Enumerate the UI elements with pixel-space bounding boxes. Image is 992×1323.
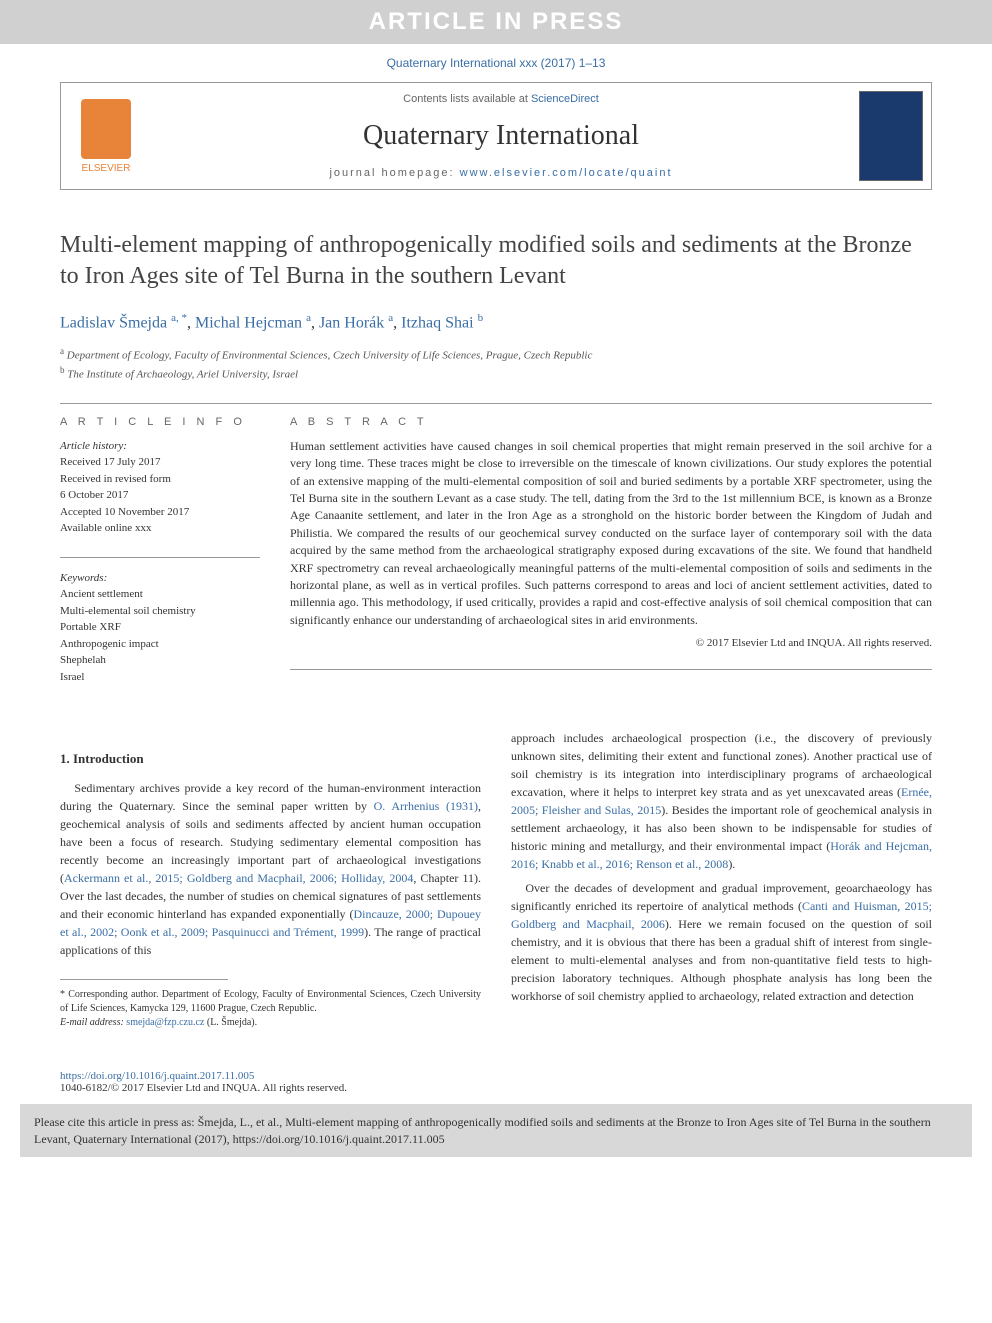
email-link[interactable]: smejda@fzp.czu.cz [126,1017,204,1028]
corresponding-author-footnote: * Corresponding author. Department of Ec… [60,988,481,1016]
email-label: E-mail address: [60,1017,126,1028]
footnote-separator [60,979,228,980]
cover-image [859,91,923,181]
abstract-copyright: © 2017 Elsevier Ltd and INQUA. All right… [290,637,932,649]
author-link[interactable]: Michal Hejcman [195,315,302,332]
issn-copyright-line: 1040-6182/© 2017 Elsevier Ltd and INQUA.… [60,1082,932,1094]
history-line: Received in revised form [60,471,260,488]
keyword: Anthropogenic impact [60,636,260,653]
homepage-line: journal homepage: www.elsevier.com/locat… [161,167,841,179]
body-paragraph: approach includes archaeological prospec… [511,729,932,873]
elsevier-label: ELSEVIER [82,163,131,174]
keywords-block: Keywords: Ancient settlement Multi-eleme… [60,570,260,686]
author-sup: a [306,312,311,324]
citation-link[interactable]: Ackermann et al., 2015; Goldberg and Mac… [64,871,413,885]
keywords-label: Keywords: [60,570,260,587]
keyword: Multi-elemental soil chemistry [60,603,260,620]
homepage-prefix: journal homepage: [329,167,459,179]
divider [290,669,932,670]
history-line: Accepted 10 November 2017 [60,504,260,521]
journal-name: Quaternary International [161,120,841,152]
article-history-block: Article history: Received 17 July 2017 R… [60,438,260,537]
author-link[interactable]: Jan Horák [319,315,384,332]
history-line: Received 17 July 2017 [60,454,260,471]
author-sup: a [388,312,393,324]
affiliations: a Department of Ecology, Faculty of Envi… [60,345,932,383]
history-line: Available online xxx [60,520,260,537]
elsevier-logo: ELSEVIER [61,83,151,189]
divider [60,403,932,404]
email-footnote: E-mail address: smejda@fzp.czu.cz (L. Šm… [60,1016,481,1030]
divider [60,557,260,558]
abstract-heading: A B S T R A C T [290,416,932,428]
sciencedirect-link[interactable]: ScienceDirect [531,93,599,105]
body-column-right: approach includes archaeological prospec… [511,729,932,1030]
doi-link[interactable]: https://doi.org/10.1016/j.quaint.2017.11… [60,1070,254,1082]
citation-link[interactable]: O. Arrhenius (1931) [374,799,478,813]
body-paragraph: Over the decades of development and grad… [511,879,932,1005]
author-sup: b [478,312,484,324]
citation-box: Please cite this article in press as: Šm… [20,1104,972,1158]
body-columns: 1. Introduction Sedimentary archives pro… [60,729,932,1030]
authors-line: Ladislav Šmejda a, *, Michal Hejcman a, … [60,312,932,332]
email-who: (L. Šmejda). [204,1017,257,1028]
body-paragraph: Sedimentary archives provide a key recor… [60,779,481,959]
journal-reference: Quaternary International xxx (2017) 1–13 [0,44,992,82]
contents-line: Contents lists available at ScienceDirec… [161,93,841,105]
abstract-column: A B S T R A C T Human settlement activit… [290,416,932,700]
history-line: 6 October 2017 [60,487,260,504]
keyword: Ancient settlement [60,586,260,603]
homepage-link[interactable]: www.elsevier.com/locate/quaint [460,167,673,179]
article-info-heading: A R T I C L E I N F O [60,416,260,428]
abstract-text: Human settlement activities have caused … [290,438,932,629]
elsevier-tree-icon [81,99,131,159]
history-label: Article history: [60,438,260,455]
article-in-press-banner: ARTICLE IN PRESS [0,0,992,44]
article-title: Multi-element mapping of anthropogenical… [60,230,932,292]
keyword: Portable XRF [60,619,260,636]
keyword: Israel [60,669,260,686]
affiliation-line: a Department of Ecology, Faculty of Envi… [60,345,932,364]
contents-prefix: Contents lists available at [403,93,531,105]
body-column-left: 1. Introduction Sedimentary archives pro… [60,729,481,1030]
author-sup: a, * [171,312,187,324]
author-link[interactable]: Ladislav Šmejda [60,315,167,332]
section-heading: 1. Introduction [60,749,481,769]
article-info-column: A R T I C L E I N F O Article history: R… [60,416,260,700]
affiliation-line: b The Institute of Archaeology, Ariel Un… [60,364,932,383]
journal-header-box: ELSEVIER Contents lists available at Sci… [60,82,932,190]
doi-block: https://doi.org/10.1016/j.quaint.2017.11… [60,1070,932,1094]
keyword: Shephelah [60,652,260,669]
author-link[interactable]: Itzhaq Shai [401,315,473,332]
journal-cover-thumb [851,83,931,189]
